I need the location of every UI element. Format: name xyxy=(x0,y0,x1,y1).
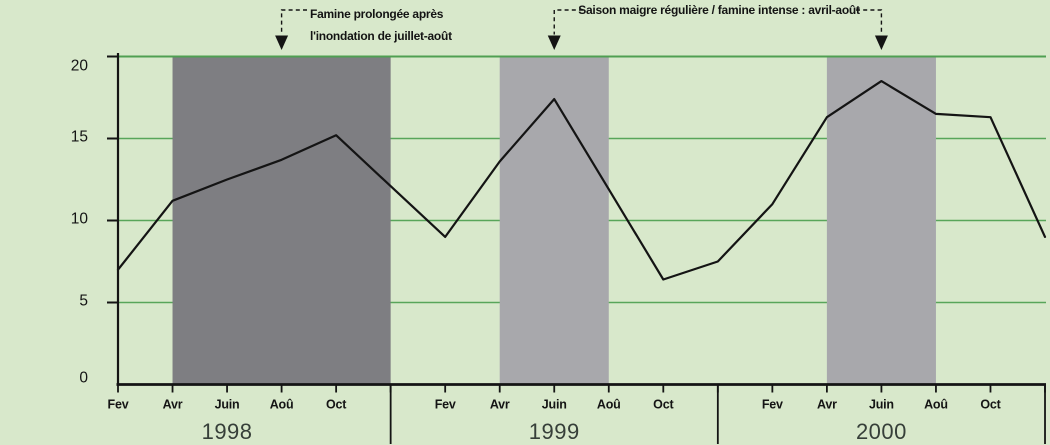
month-label: Aoû xyxy=(597,398,621,412)
month-label: Fev xyxy=(435,398,456,412)
y-tick-label-10: 10 xyxy=(71,211,89,228)
month-label: Avr xyxy=(163,398,183,412)
month-label: Fev xyxy=(108,398,129,412)
annotation-famine-line1: Famine prolongée après xyxy=(310,7,444,21)
month-label: Aoû xyxy=(270,398,294,412)
x-labels: Fev Avr Juin Aoû Oct 1998 Fev Avr Juin Aoû Oct 1999… xyxy=(108,398,1002,445)
shaded-regions xyxy=(172,57,936,384)
year-label-1998: 1998 xyxy=(202,419,253,444)
month-label: Oct xyxy=(980,398,1001,412)
lean-band-2000 xyxy=(826,57,936,384)
y-tick-label-20: 20 xyxy=(71,58,89,75)
annotation-arrow-icon xyxy=(275,35,289,50)
annotation-connectors xyxy=(275,9,888,50)
annotation-famine-line2: l'inondation de juillet-août xyxy=(310,29,452,43)
month-label: Avr xyxy=(490,398,510,412)
dashed-connector-lean-1999 xyxy=(553,9,583,35)
annotation-saison-maigre: Saison maigre régulière / famine intense… xyxy=(578,3,860,17)
data-line xyxy=(116,79,1047,281)
y-ticks: 0 5 10 15 20 xyxy=(71,55,118,387)
month-label: Oct xyxy=(653,398,674,412)
famine-band-1998 xyxy=(172,57,391,384)
month-label: Oct xyxy=(326,398,347,412)
x-ticks xyxy=(117,384,1046,444)
annotation-arrow-icon xyxy=(874,35,888,50)
annotation-arrow-icon xyxy=(547,35,561,50)
month-label: Aoû xyxy=(924,398,948,412)
month-label: Juin xyxy=(542,398,567,412)
lean-band-1999 xyxy=(499,57,609,384)
dashed-connector-lean-2000 xyxy=(856,9,883,35)
dashed-connector-famine xyxy=(280,9,307,35)
y-tick-label-15: 15 xyxy=(71,129,88,146)
month-label: Avr xyxy=(817,398,837,412)
y-tick-label-0: 0 xyxy=(79,370,88,387)
year-label-1999: 1999 xyxy=(529,419,580,444)
month-label: Juin xyxy=(869,398,894,412)
annotation-famine-1998: Famine prolongée après l'inondation de j… xyxy=(310,3,452,47)
year-label-2000: 2000 xyxy=(856,419,907,444)
month-label: Fev xyxy=(762,398,783,412)
y-tick-label-5: 5 xyxy=(79,293,88,310)
month-label: Juin xyxy=(215,398,240,412)
